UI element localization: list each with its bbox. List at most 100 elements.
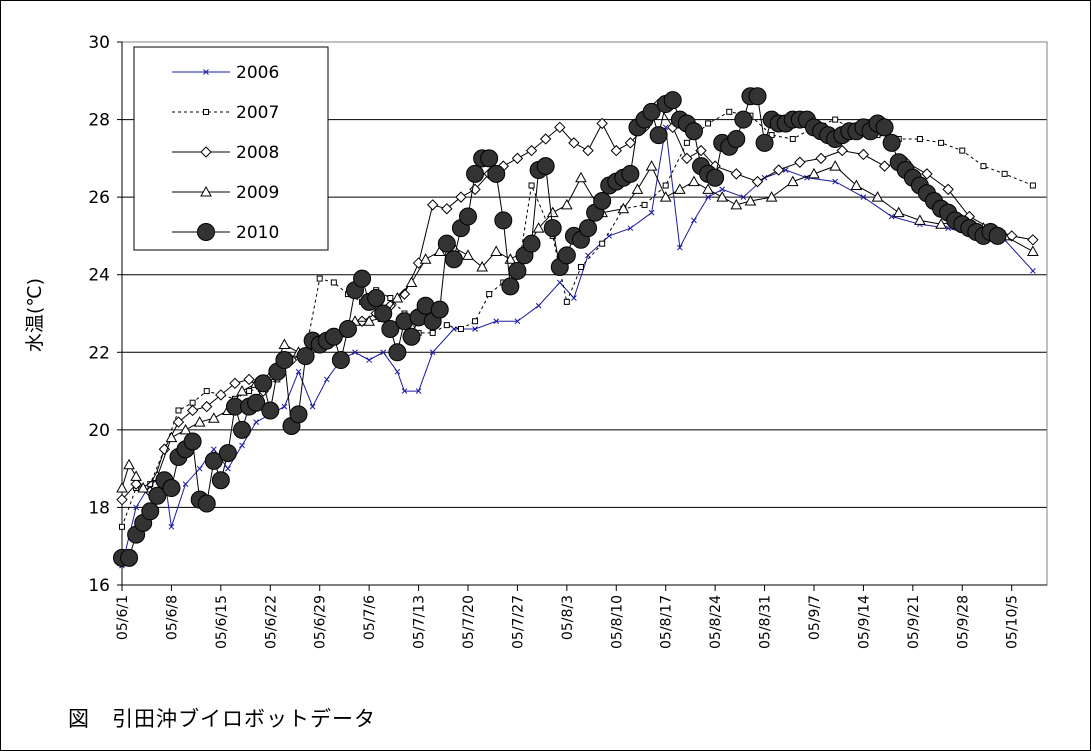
- x-tick-label: 05/10/5: [1005, 595, 1021, 649]
- data-point-2009: [1027, 245, 1039, 256]
- data-point-2009: [914, 214, 926, 225]
- data-point-2007: [563, 298, 570, 305]
- data-point-2008: [751, 175, 764, 188]
- data-point-2010: [430, 300, 449, 319]
- data-point-2009: [236, 385, 248, 396]
- data-point-2006: [493, 318, 500, 325]
- data-point-2009: [490, 245, 503, 256]
- data-point-2007: [472, 318, 479, 325]
- data-point-2009: [871, 191, 884, 202]
- x-tick-label: 05/9/14: [856, 595, 872, 649]
- data-point-2009: [673, 183, 686, 194]
- data-point-2010: [218, 444, 237, 463]
- data-point-2010: [621, 164, 640, 183]
- data-point-2008: [455, 191, 467, 203]
- data-point-2009: [892, 206, 905, 218]
- data-point-2009: [645, 160, 658, 171]
- legend-label: 2006: [236, 63, 279, 83]
- x-axis: 05/6/1 05/6/8 05/6/15 05/6/22 05/6/29 05/7/6 0…: [115, 584, 1047, 649]
- data-point-2008: [568, 137, 580, 149]
- data-point-2006: [210, 446, 217, 453]
- y-tick-label: 20: [88, 421, 110, 441]
- data-point-2006: [888, 213, 895, 220]
- data-point-2010: [727, 129, 746, 148]
- x-tick-label: 05/8/3: [560, 595, 576, 640]
- data-point-2008: [441, 203, 453, 215]
- data-point-2008: [172, 416, 185, 428]
- data-point-2007: [203, 388, 210, 395]
- data-point-2010: [296, 347, 315, 366]
- data-point-2006: [323, 376, 330, 383]
- data-point-2010: [579, 219, 598, 238]
- data-point-2009: [560, 198, 573, 210]
- data-point-2009: [278, 338, 291, 350]
- data-point-2009: [419, 253, 432, 264]
- data-point-2010: [247, 393, 266, 412]
- data-point-2007: [175, 407, 182, 414]
- data-point-2008: [554, 121, 566, 134]
- data-point-2008: [582, 144, 594, 157]
- data-point-2008: [596, 117, 608, 130]
- data-point-2008: [511, 152, 524, 165]
- data-point-2006: [1030, 267, 1036, 274]
- x-tick-label: 05/6/1: [115, 595, 131, 640]
- data-point-2010: [204, 451, 223, 470]
- data-point-2009: [405, 276, 418, 287]
- data-point-2006: [415, 388, 422, 394]
- data-point-2008: [116, 493, 128, 506]
- data-point-2008: [525, 144, 538, 157]
- data-point-2009: [363, 315, 375, 326]
- data-point-2008: [229, 377, 241, 390]
- y-tick-label: 24: [88, 266, 110, 286]
- data-point-2010: [261, 401, 280, 420]
- data-point-2008: [815, 152, 827, 165]
- data-point-2006: [309, 403, 316, 410]
- data-point-2009: [765, 191, 778, 202]
- data-point-2008: [794, 156, 806, 168]
- data-point-2009: [688, 175, 700, 187]
- data-point-2010: [254, 374, 273, 393]
- data-point-2010: [211, 471, 230, 490]
- data-point-2006: [832, 178, 839, 185]
- data-point-2006: [429, 349, 436, 356]
- data-point-2010: [324, 327, 343, 346]
- data-point-2009: [730, 198, 743, 210]
- data-point-2007: [980, 163, 987, 170]
- y-axis: 16 18 20 22 24 26 28 30: [88, 33, 123, 596]
- x-tick-label: 05/9/28: [955, 595, 971, 649]
- data-point-2006: [295, 368, 302, 375]
- data-point-2009: [850, 179, 863, 191]
- legend-label: 2007: [236, 103, 279, 123]
- y-tick-label: 16: [88, 576, 110, 596]
- legend-marker: [203, 109, 209, 115]
- data-point-2007: [1029, 182, 1036, 189]
- data-point-2010: [437, 234, 456, 253]
- x-tick-label: 05/6/29: [313, 595, 329, 649]
- data-point-2010: [183, 432, 202, 451]
- data-point-2007: [832, 116, 839, 123]
- data-point-2006: [225, 465, 231, 472]
- data-point-2007: [938, 139, 945, 146]
- data-point-2010: [374, 304, 393, 323]
- data-point-2007: [683, 139, 690, 146]
- data-point-2009: [808, 167, 820, 179]
- data-point-2006: [740, 194, 747, 200]
- data-point-2008: [1027, 234, 1039, 246]
- data-point-2009: [546, 206, 559, 218]
- data-point-2009: [391, 291, 404, 303]
- data-point-2010: [148, 486, 167, 505]
- legend-marker: [203, 69, 209, 75]
- data-point-2010: [557, 246, 576, 265]
- data-point-2008: [730, 168, 743, 180]
- data-point-2008: [921, 168, 933, 180]
- data-point-2007: [916, 135, 923, 142]
- y-tick-label: 28: [88, 111, 110, 131]
- legend-marker: [200, 146, 212, 158]
- data-point-2008: [942, 183, 954, 196]
- data-point-2006: [691, 217, 697, 224]
- x-tick-label: 05/8/31: [758, 595, 774, 649]
- data-point-2006: [253, 419, 260, 425]
- y-tick-label: 22: [88, 343, 110, 363]
- data-point-2009: [716, 191, 729, 202]
- data-point-2010: [536, 157, 555, 176]
